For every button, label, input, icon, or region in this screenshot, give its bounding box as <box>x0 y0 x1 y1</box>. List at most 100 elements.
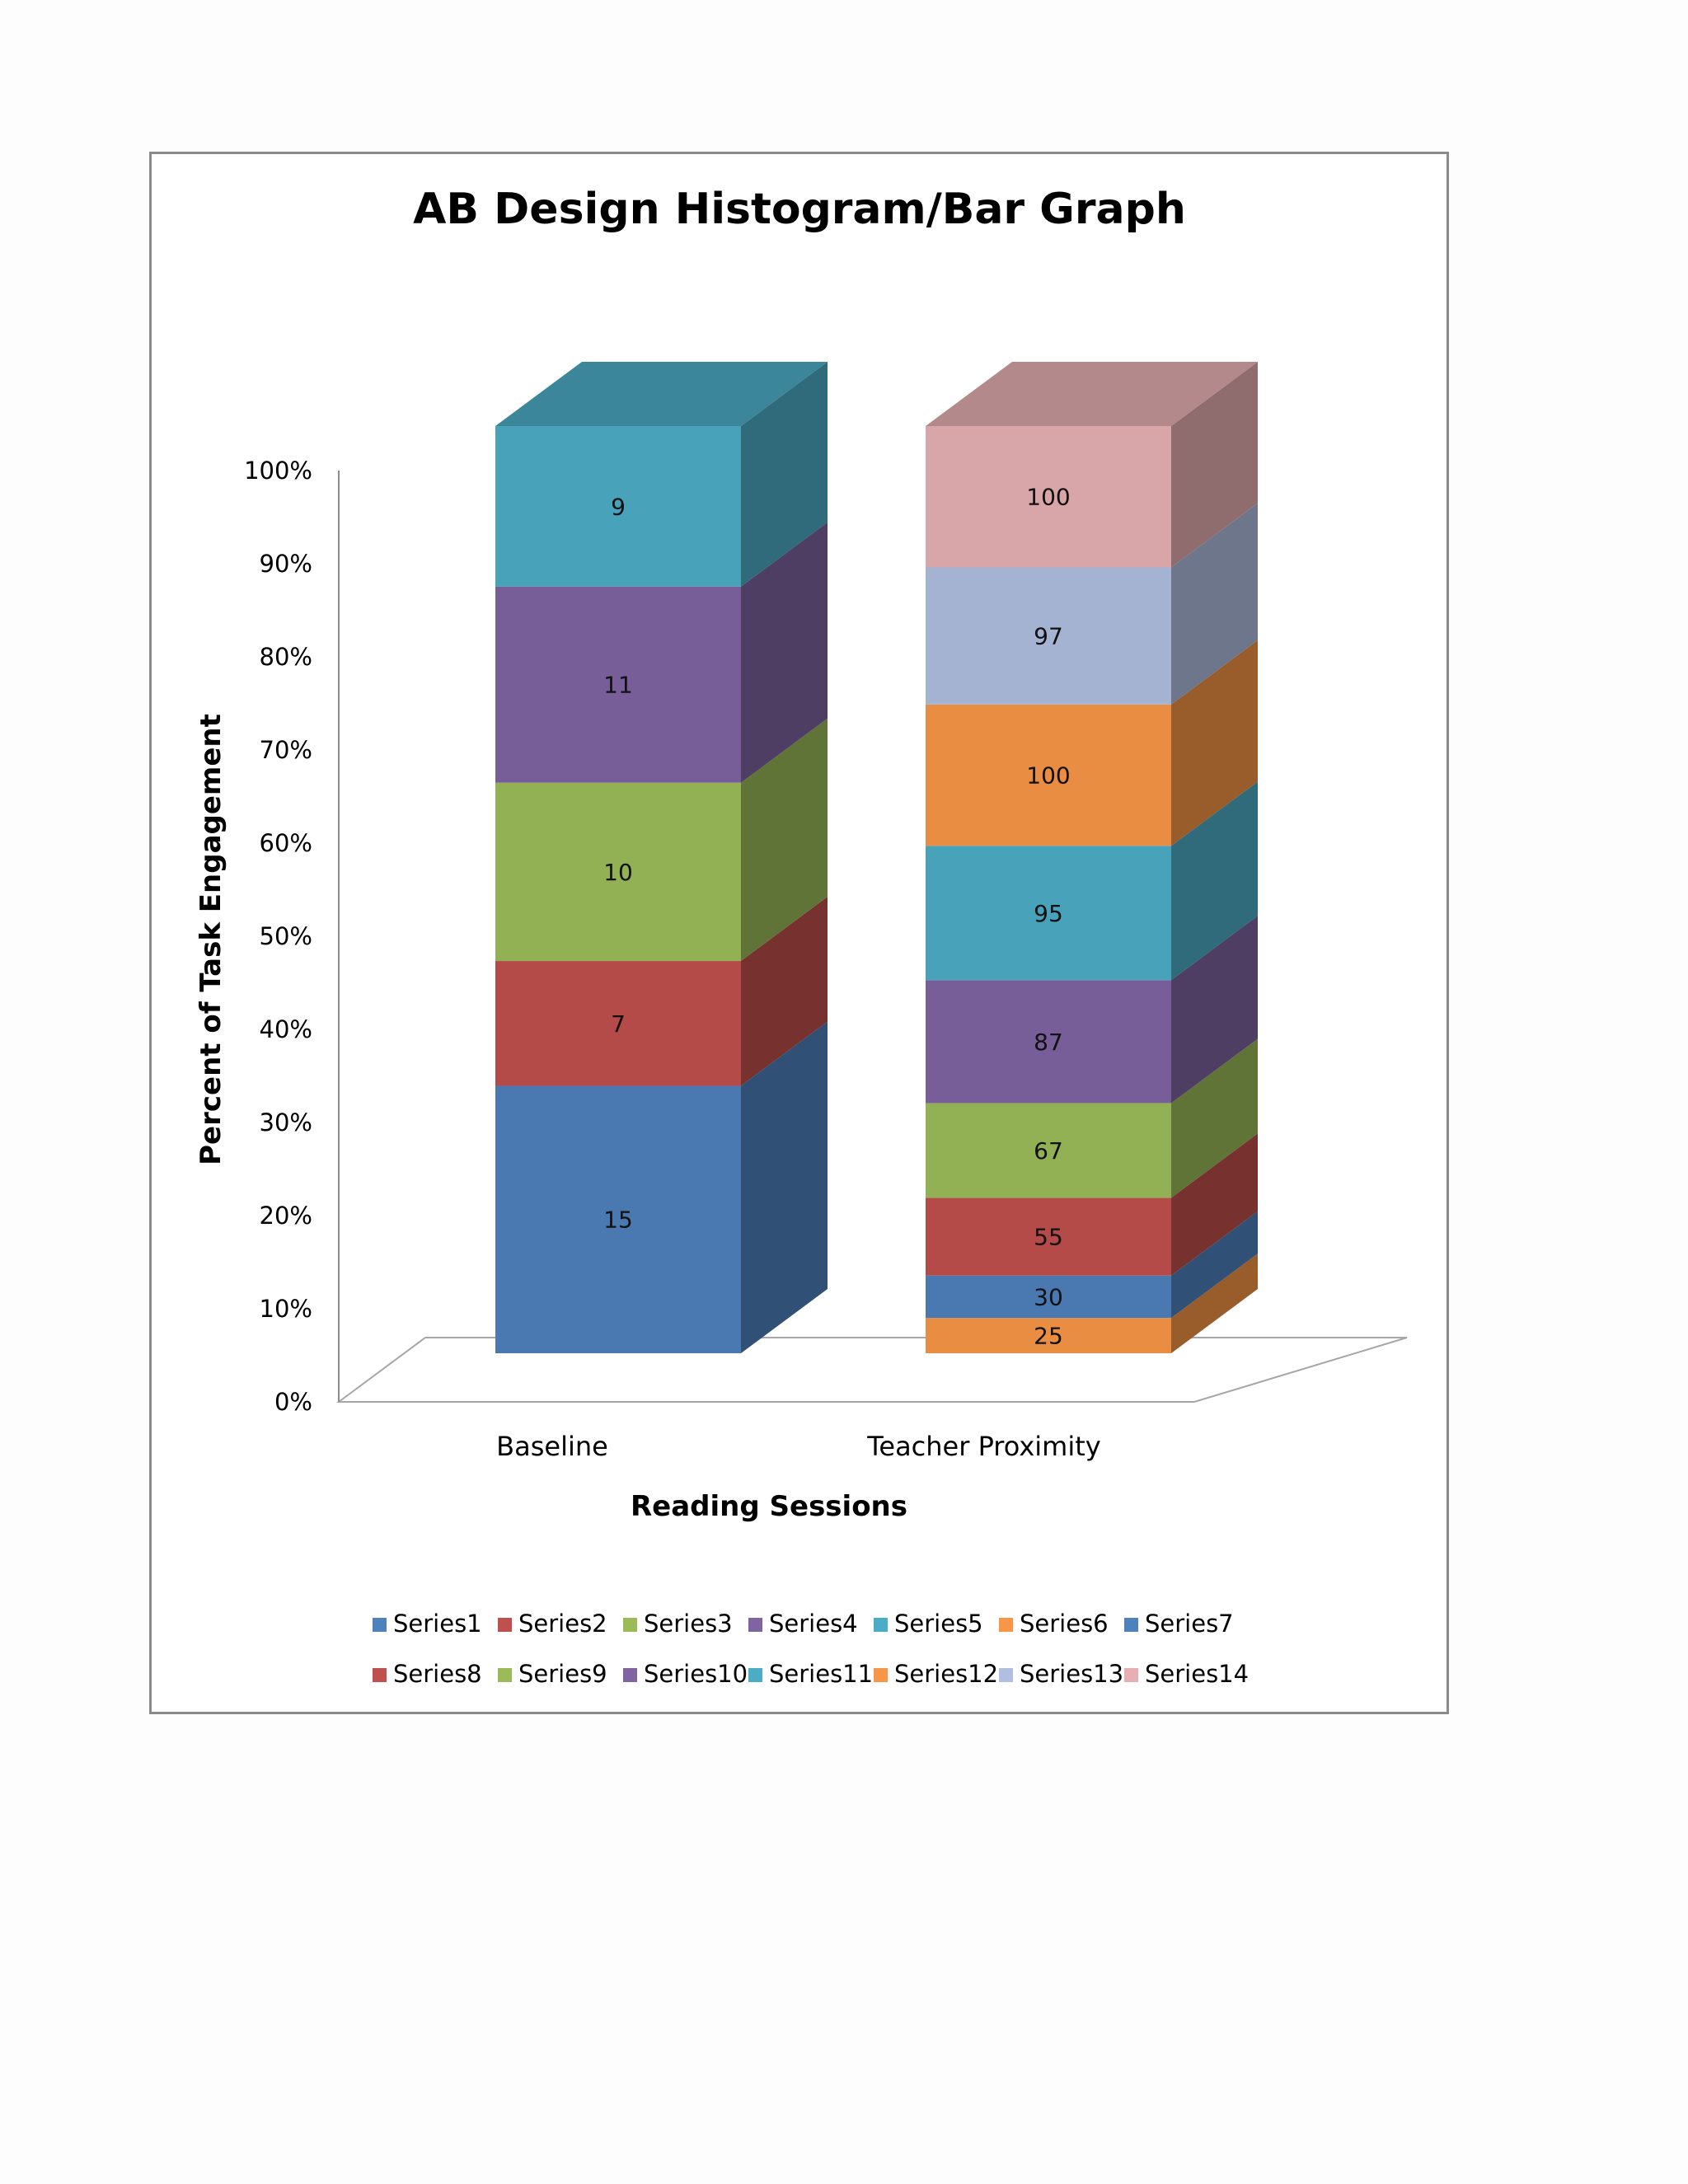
legend-swatch <box>1124 1668 1138 1682</box>
legend-label: Series11 <box>769 1660 873 1688</box>
legend-swatch <box>874 1668 888 1682</box>
bar-segment-series9-side <box>1171 1038 1258 1198</box>
bar-segment-series14-side <box>1171 362 1258 568</box>
legend-item: Series9 <box>498 1660 607 1688</box>
y-tick-label: 80% <box>260 643 312 671</box>
x-axis-title: Reading Sessions <box>631 1490 907 1523</box>
bar-segment-series5 <box>495 426 741 587</box>
y-tick-label: 70% <box>260 736 312 764</box>
floor-plane <box>335 1337 1408 1403</box>
legend-item: Series12 <box>874 1660 998 1688</box>
legend-swatch <box>1124 1618 1138 1632</box>
data-label: 25 <box>1034 1323 1063 1350</box>
legend-label: Series10 <box>644 1660 748 1688</box>
legend-swatch <box>874 1618 888 1632</box>
bar-segment-series10-side <box>1171 916 1258 1104</box>
legend-label: Series7 <box>1145 1610 1234 1638</box>
data-label: 67 <box>1034 1137 1063 1165</box>
y-tick-label: 20% <box>260 1202 312 1230</box>
data-label: 11 <box>603 672 633 699</box>
y-tick-label: 40% <box>260 1015 312 1043</box>
legend-item: Series7 <box>1124 1610 1234 1638</box>
y-tick-label: 60% <box>260 829 312 857</box>
bar-segment-series8-side <box>1171 1133 1258 1276</box>
y-tick-label: 100% <box>244 457 312 485</box>
bar-segment-series11 <box>926 846 1171 981</box>
chart-title: AB Design Histogram/Bar Graph <box>413 185 1186 234</box>
bar-segment-series9 <box>926 1103 1171 1198</box>
bar-segment-series12 <box>926 704 1171 846</box>
data-label: 100 <box>1026 762 1070 790</box>
bar-segment-series7 <box>926 1275 1171 1319</box>
legend-label: Series2 <box>518 1610 607 1638</box>
legend-label: Series6 <box>1020 1610 1109 1638</box>
x-axis-categories: Baseline Teacher Proximity <box>496 1431 1101 1462</box>
data-label: 9 <box>611 493 626 520</box>
legend-item: Series14 <box>1124 1660 1249 1688</box>
legend-item: Series2 <box>498 1610 607 1638</box>
data-label: 55 <box>1034 1224 1063 1251</box>
legend-item: Series13 <box>999 1660 1123 1688</box>
bar-segment-series5-top <box>495 362 828 426</box>
bar-segment-series12-side <box>1171 640 1258 846</box>
legend-label: Series8 <box>393 1660 482 1688</box>
data-label: 7 <box>611 1010 626 1038</box>
bar-segment-series5-side <box>741 362 828 587</box>
legend-swatch <box>498 1668 512 1682</box>
data-label: 15 <box>603 1207 633 1234</box>
y-axis-title: Percent of Task Engagement <box>195 714 227 1165</box>
legend-swatch <box>748 1618 762 1632</box>
bar-segment-series4 <box>495 586 741 783</box>
bar-segment-series10 <box>926 980 1171 1104</box>
y-tick-label: 50% <box>260 922 312 950</box>
legend-swatch <box>748 1668 762 1682</box>
legend-swatch <box>373 1668 387 1682</box>
bar-segment-series6 <box>926 1318 1171 1353</box>
bar-segment-series8 <box>926 1197 1171 1276</box>
bar-segment-series11-side <box>1171 781 1258 981</box>
bar-segment-series2 <box>495 961 741 1086</box>
legend-swatch <box>373 1618 387 1632</box>
x-category-label: Teacher Proximity <box>866 1431 1100 1462</box>
bar-segment-series14 <box>926 426 1171 568</box>
bar-segment-series3-side <box>741 718 828 962</box>
bar-segment-series13-side <box>1171 503 1258 705</box>
legend-label: Series3 <box>644 1610 733 1638</box>
y-tick-label: 10% <box>260 1295 312 1323</box>
legend-swatch <box>999 1668 1013 1682</box>
legend-item: Series5 <box>874 1610 983 1638</box>
legend-item: Series3 <box>623 1610 733 1638</box>
legend-label: Series13 <box>1020 1660 1123 1688</box>
data-label: 87 <box>1034 1029 1063 1056</box>
legend-label: Series12 <box>894 1660 998 1688</box>
bar-stack-baseline: 15 7 10 11 9 <box>495 362 828 1353</box>
bar-segment-series2-side <box>741 897 828 1086</box>
bar-segment-series4-side <box>741 522 828 783</box>
legend-label: Series5 <box>894 1610 983 1638</box>
bar-segment-series3 <box>495 782 741 962</box>
bar-segment-series14-top <box>926 362 1258 426</box>
bar-chart: AB Design Histogram/Bar Graph 0% 10% 20% 30… <box>195 185 1408 1688</box>
data-label: 95 <box>1034 900 1063 927</box>
legend-label: Series14 <box>1145 1660 1249 1688</box>
legend-label: Series9 <box>518 1660 607 1688</box>
bar-segment-series1-side <box>741 1021 828 1353</box>
legend-item: Series10 <box>623 1660 748 1688</box>
legend-swatch <box>623 1668 637 1682</box>
y-axis-ticks: 0% 10% 20% 30% 40% 50% 60% 70% 80% 90% 100% <box>244 457 312 1416</box>
chart-frame: AB Design Histogram/Bar Graph 0% 10% 20% 30… <box>149 152 1449 1714</box>
bar-segment-series7-side <box>1171 1211 1258 1319</box>
legend: Series1 Series2 Series3 Series4 Series5 Serie… <box>373 1610 1249 1688</box>
legend-swatch <box>498 1618 512 1632</box>
data-label: 100 <box>1026 484 1070 511</box>
bar-segment-series6-side <box>1171 1254 1258 1353</box>
legend-label: Series4 <box>769 1610 858 1638</box>
chart-floor <box>335 471 1408 1403</box>
legend-item: Series1 <box>373 1610 482 1638</box>
legend-item: Series11 <box>748 1660 873 1688</box>
data-label: 97 <box>1034 623 1063 650</box>
bar-stacks: 15 7 10 11 9 25 30 55 67 87 95 100 97 100 <box>495 362 1258 1353</box>
y-tick-label: 30% <box>260 1108 312 1137</box>
legend-item: Series4 <box>748 1610 858 1638</box>
legend-swatch <box>999 1618 1013 1632</box>
